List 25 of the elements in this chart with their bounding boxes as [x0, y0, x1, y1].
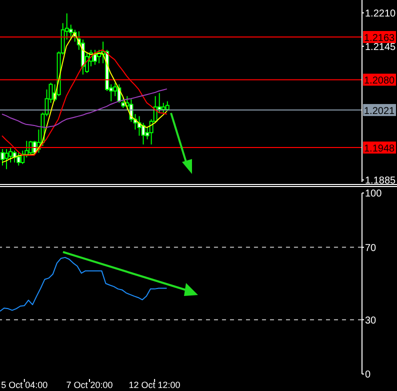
line-series [0, 256, 168, 312]
ref-line-label: 1.2021 [364, 106, 396, 118]
ref-line-label: 1.1948 [364, 144, 396, 155]
candlestick [93, 49, 98, 66]
line-series [2, 88, 168, 128]
ref-line-label: 1.2080 [364, 76, 396, 87]
y-tick-label: 0 [365, 370, 371, 381]
candlestick [161, 102, 166, 114]
x-tick-label: 12 Oct 12:00 [128, 380, 180, 390]
ref-line-label: 1.2163 [364, 33, 396, 44]
x-tick-label: 7 Oct 20:00 [66, 380, 113, 390]
candlestick [0, 148, 4, 166]
line-series [2, 32, 168, 163]
x-tick-label: 5 Oct 04:00 [1, 380, 48, 390]
candlestick [4, 148, 9, 170]
candlestick [16, 152, 21, 166]
y-tick-label: 1.1885 [365, 175, 396, 186]
y-tick-label: 1.2145 [365, 42, 396, 53]
y-tick-label: 100 [365, 188, 382, 200]
candlestick [28, 140, 33, 155]
y-tick-label: 30 [365, 315, 377, 326]
candlestick [12, 150, 17, 163]
y-tick-label: 1.2210 [365, 8, 396, 20]
candlestick [165, 100, 170, 112]
y-tick-label: 70 [365, 242, 377, 254]
